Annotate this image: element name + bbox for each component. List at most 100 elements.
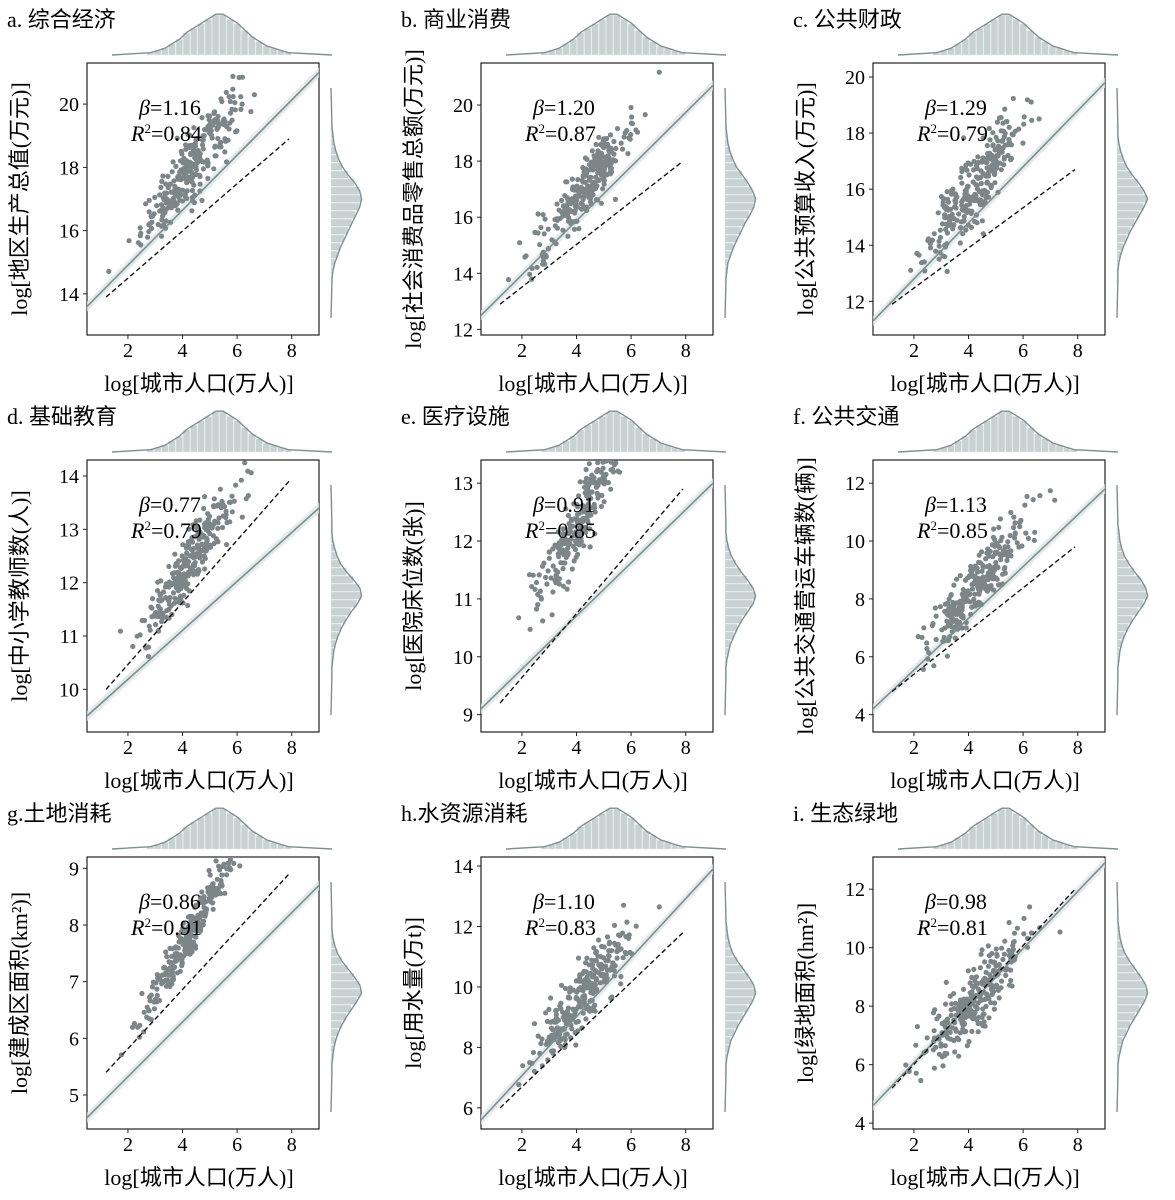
scatter-point bbox=[997, 148, 1004, 154]
scatter-point bbox=[181, 561, 187, 567]
scatter-point bbox=[988, 182, 994, 188]
scatter-point bbox=[1014, 925, 1021, 931]
y-axis-label: log[公共预算收入(万元)] bbox=[793, 82, 818, 315]
scatter-point bbox=[943, 979, 949, 986]
scatter-point bbox=[611, 138, 617, 145]
scatter-point bbox=[229, 509, 235, 515]
scatter-point bbox=[154, 992, 160, 999]
scatter-point bbox=[990, 142, 996, 148]
r2-value: =0.85 bbox=[937, 518, 988, 543]
scatter-point bbox=[570, 543, 577, 550]
y-tick-label: 18 bbox=[59, 157, 79, 179]
y-hist-bar bbox=[330, 178, 355, 187]
y-hist-bar bbox=[330, 218, 352, 227]
scatter-point bbox=[975, 569, 981, 575]
scatter-point bbox=[593, 141, 599, 148]
scatter-point bbox=[166, 972, 172, 978]
scatter-point bbox=[991, 1006, 998, 1012]
scatter-point bbox=[591, 480, 597, 486]
scatter-point bbox=[582, 490, 588, 496]
scatter-point bbox=[977, 189, 983, 195]
scatter-point bbox=[550, 1048, 557, 1054]
panel-title: h.水资源消耗 bbox=[401, 801, 528, 826]
scatter-point bbox=[564, 586, 570, 592]
scatter-point bbox=[533, 579, 540, 586]
r-symbol: R bbox=[130, 915, 145, 940]
scatter-point bbox=[573, 554, 579, 560]
plot-area bbox=[87, 857, 319, 1123]
scatter-point bbox=[189, 142, 195, 148]
scatter-point bbox=[921, 625, 927, 631]
scatter-point bbox=[629, 410, 634, 415]
y-hist-bar bbox=[724, 623, 738, 632]
beta-annotation: β=0.86 bbox=[138, 889, 201, 914]
scatter-point bbox=[159, 981, 165, 987]
scatter-point bbox=[985, 563, 991, 570]
scatter-point bbox=[574, 511, 581, 517]
scatter-point bbox=[167, 945, 173, 952]
scatter-point bbox=[580, 999, 586, 1005]
scatter-point bbox=[169, 169, 175, 175]
x-hist-bar bbox=[241, 824, 249, 850]
scatter-point bbox=[612, 196, 619, 202]
r2-annotation: R2=0.83 bbox=[524, 915, 596, 940]
scatter-point bbox=[558, 1006, 564, 1012]
scatter-point bbox=[599, 966, 605, 972]
scatter-point bbox=[994, 549, 1000, 555]
x-hist-bar bbox=[620, 19, 628, 56]
scatter-point bbox=[552, 577, 558, 584]
scatter-point bbox=[595, 467, 601, 473]
scatter-point bbox=[992, 180, 998, 186]
scatter-point bbox=[1000, 120, 1006, 126]
scatter-point bbox=[550, 563, 556, 569]
y-marginal-histogram bbox=[330, 484, 363, 716]
scatter-point bbox=[962, 577, 969, 583]
y-hist-bar bbox=[724, 178, 748, 187]
x-tick-label: 6 bbox=[1018, 1134, 1028, 1156]
scatter-point bbox=[563, 1019, 570, 1025]
beta-symbol: β bbox=[924, 492, 936, 517]
scatter-point bbox=[996, 544, 1003, 551]
plot-frame bbox=[872, 856, 1106, 1130]
scatter-point bbox=[213, 858, 219, 864]
x-hist-bar bbox=[976, 822, 984, 850]
y-hist-bar bbox=[1116, 1004, 1140, 1013]
scatter-point bbox=[953, 200, 959, 206]
scatter-point bbox=[136, 1034, 143, 1040]
scatter-point bbox=[605, 153, 611, 160]
y-density-curve bbox=[330, 881, 363, 1113]
scatter-point bbox=[959, 168, 965, 175]
scatter-point bbox=[593, 197, 600, 203]
scatter-point bbox=[589, 187, 595, 193]
x-hist-bar bbox=[983, 23, 991, 56]
y-tick-label: 14 bbox=[453, 263, 473, 285]
scatter-point bbox=[983, 969, 989, 976]
scatter-point bbox=[184, 550, 190, 556]
x-tick-label: 4 bbox=[572, 340, 582, 362]
panel-d: d. 基础教育 2 4 6 8 10 11 12 13 14 log[城市人口(万人)] log[中小… bbox=[7, 404, 363, 793]
scatter-point bbox=[970, 179, 976, 185]
scatter-point bbox=[577, 985, 584, 991]
scatter-point bbox=[195, 569, 201, 575]
x-tick-label: 6 bbox=[626, 340, 636, 362]
scatter-point bbox=[1008, 977, 1014, 984]
x-tick-label: 2 bbox=[909, 737, 919, 759]
r2-value: =0.81 bbox=[937, 915, 988, 940]
scatter-point bbox=[1010, 942, 1016, 949]
scatter-point bbox=[964, 185, 970, 191]
y-hist-bar bbox=[330, 210, 356, 219]
r2-annotation: R2=0.91 bbox=[130, 915, 202, 940]
scatter-point bbox=[527, 626, 533, 632]
scatter-point bbox=[224, 542, 230, 548]
x-hist-bar bbox=[656, 839, 664, 850]
scatter-point bbox=[149, 605, 155, 611]
scatter-point bbox=[539, 563, 546, 569]
scatter-point bbox=[617, 933, 623, 939]
y-tick-label: 6 bbox=[855, 1055, 865, 1077]
r2-value: =0.91 bbox=[151, 915, 202, 940]
scatter-point bbox=[968, 569, 975, 575]
y-tick-label: 6 bbox=[69, 1028, 79, 1050]
scatter-point bbox=[955, 1005, 961, 1012]
scatter-point bbox=[221, 503, 228, 510]
y-tick-label: 14 bbox=[845, 235, 865, 257]
